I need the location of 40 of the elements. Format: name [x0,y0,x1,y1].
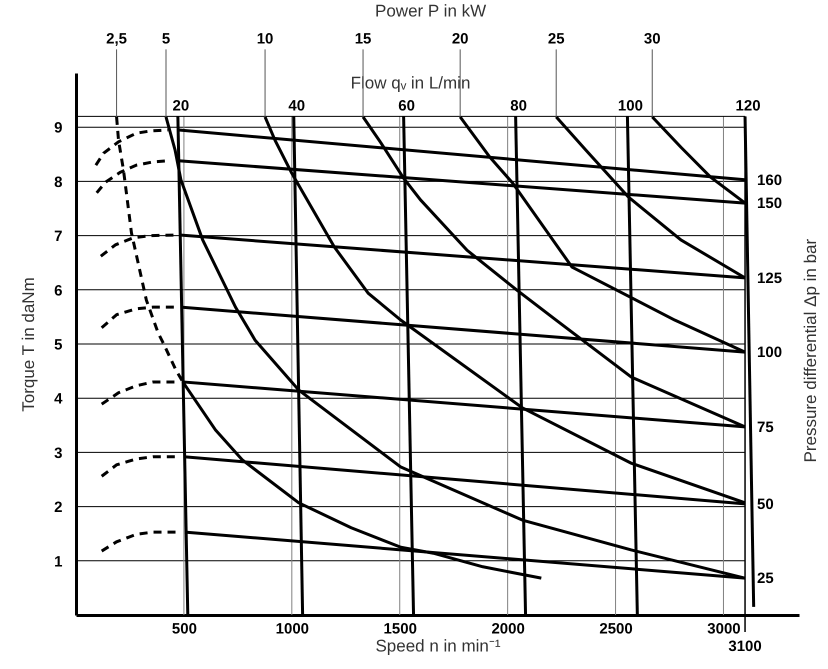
x-tick-label: 2000 [491,620,525,638]
x-axis-title: Speed n in min⁻¹ [375,636,501,656]
y-tick-label: 3 [54,444,62,462]
annotation: 15 [354,30,372,48]
series-label: 40 [288,97,306,114]
y-tick-label: 1 [54,553,62,570]
series-label: 100 [618,97,643,114]
series-label: 120 [736,97,761,114]
y-tick-label: 6 [54,282,62,300]
annotation: 2,5 [106,30,128,48]
y-tick-label: 5 [54,336,62,354]
series-label: 50 [757,496,774,513]
series-label: 25 [757,570,774,588]
y-axis-title: Torque T in daNm [19,277,38,412]
annotation: 30 [644,30,661,48]
series-label: 150 [757,195,782,212]
annotation: 25 [548,30,565,48]
series-label: 100 [757,344,782,362]
x-tick-label: 3000 [707,620,741,638]
series-label: 75 [757,418,774,436]
y-tick-label: 7 [54,228,62,246]
annotation: 10 [256,30,274,48]
annotation: 20 [452,30,469,48]
x-tick-label: 2500 [599,620,633,638]
text: Power P in kW [375,1,486,20]
series-label: 160 [757,172,782,189]
annotation: 5 [162,30,170,48]
series-label: 125 [757,270,782,287]
series-label: 60 [398,97,415,114]
ref-line-label: 3100 [728,638,762,655]
y-tick-label: 2 [54,499,62,516]
y2-axis-title: Pressure differential Δp in bar [801,238,820,463]
y-tick-label: 8 [54,174,62,191]
y-tick-label: 9 [54,120,62,137]
x-tick-label: 1500 [384,620,417,638]
series-label: 20 [172,97,190,114]
series-label: 80 [510,97,527,114]
x-tick-label: 1000 [276,620,310,638]
x-tick-label: 500 [172,620,197,638]
y-tick-label: 4 [54,390,64,408]
